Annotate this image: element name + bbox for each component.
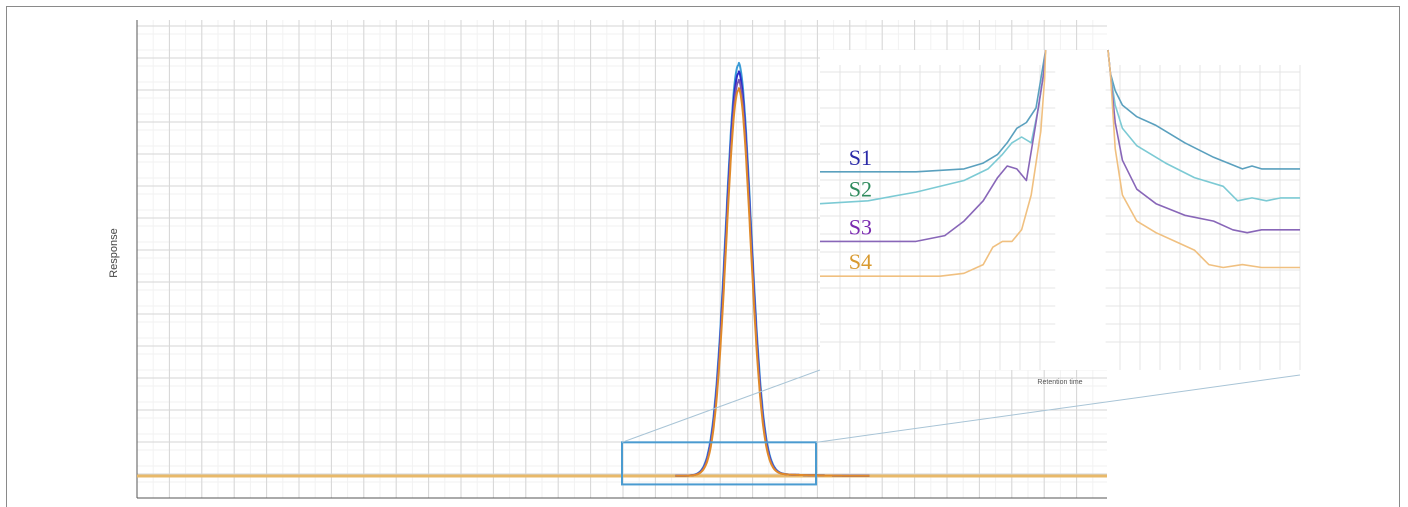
inset-series-line [820, 49, 1300, 173]
inset-series-line [820, 49, 1300, 243]
main-series [674, 61, 870, 477]
series-label: S2 [849, 177, 872, 202]
series-label: S4 [849, 249, 872, 274]
series-label: S3 [849, 214, 872, 239]
zoom-connector [815, 374, 1301, 443]
main-axes [136, 20, 1107, 499]
series-label: S1 [849, 145, 872, 170]
zoom-inset: S1 S2 S3 S4 Retention time [819, 49, 1301, 386]
figure-frame [6, 6, 1400, 507]
zoom-indicator [621, 369, 1301, 486]
zoom-connector [621, 369, 821, 443]
peak-line [674, 87, 870, 477]
inset-series-line [820, 49, 1300, 277]
zoom-box [621, 441, 817, 486]
inset-x-axis-label: Retention time [1037, 379, 1082, 386]
inset-gap [1055, 50, 1106, 370]
